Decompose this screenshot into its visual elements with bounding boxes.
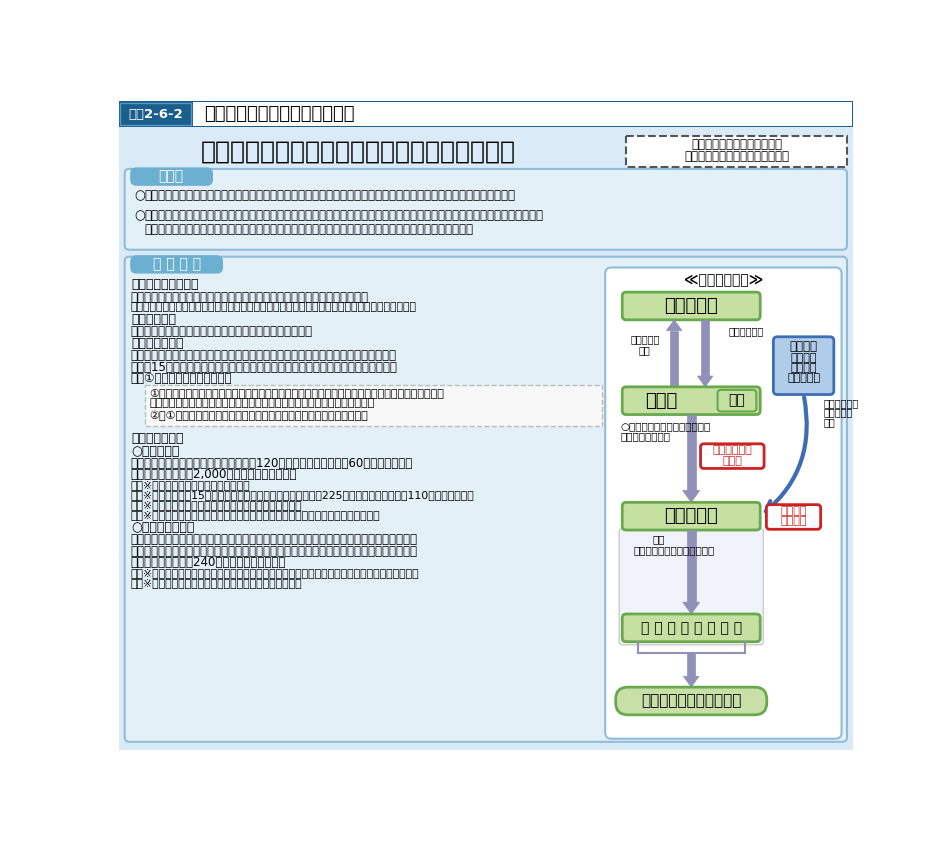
- Text: 本事業による: 本事業による: [713, 445, 752, 455]
- Text: ○雇入費助成: ○雇入費助成: [131, 444, 179, 458]
- Text: 従　業　員　の　確　保: 従 業 員 の 確 保: [641, 694, 741, 708]
- Text: ※福島県の被災15市町村の事業所については、１人当たり225万円（短時間労働者は110万円）とする。: ※福島県の被災15市町村の事業所については、１人当たり225万円（短時間労働者は…: [131, 490, 475, 500]
- Text: 係る経費を: 係る経費を: [824, 408, 853, 417]
- FancyBboxPatch shape: [687, 653, 696, 676]
- Text: 事　業　復　興　型　雇　用　確　保　事　業: 事 業 復 興 型 雇 用 確 保 事 業: [201, 139, 517, 164]
- Text: こうした被災地特有の現状に対応するため、地域の産業の中核となる中小企業が事業を再開等するに当たって、被災求職者等を: こうした被災地特有の現状に対応するため、地域の産業の中核となる中小企業が事業を再…: [145, 209, 544, 222]
- FancyBboxPatch shape: [670, 330, 679, 387]
- Text: 厚生労働省: 厚生労働省: [665, 297, 718, 315]
- FancyBboxPatch shape: [686, 415, 696, 491]
- FancyBboxPatch shape: [718, 390, 757, 411]
- Text: 【対象事業所】: 【対象事業所】: [131, 337, 183, 350]
- Text: 補助: 補助: [824, 416, 835, 427]
- Text: ・被災三県求職者の雇入れ１人当たり120万円（短時間労働者は60万円）を助成。: ・被災三県求職者の雇入れ１人当たり120万円（短時間労働者は60万円）を助成。: [131, 457, 413, 470]
- FancyBboxPatch shape: [131, 168, 212, 185]
- FancyBboxPatch shape: [766, 505, 821, 529]
- Polygon shape: [666, 319, 682, 330]
- Text: 事業を再開等した中小企業が、被災求職者等を雇用した場合、３年間助成: 事業を再開等した中小企業が、被災求職者等を雇用した場合、３年間助成: [131, 291, 369, 303]
- Text: ・１事業所につき240万円（年額）を上限。: ・１事業所につき240万円（年額）を上限。: [131, 556, 286, 569]
- Text: ・農水省: ・農水省: [791, 363, 817, 373]
- Text: 被 災 三 県 求 職 者 等: 被 災 三 県 求 職 者 等: [641, 620, 741, 635]
- Text: （令和３年度予算額　制度要求）: （令和３年度予算額 制度要求）: [684, 150, 789, 163]
- Text: 施設整備等に: 施設整備等に: [824, 399, 859, 408]
- Text: 交付金の交付: 交付金の交付: [728, 326, 764, 336]
- Text: 事業復興型雇用確保事業の概要: 事業復興型雇用確保事業の概要: [204, 105, 355, 123]
- FancyBboxPatch shape: [622, 502, 760, 530]
- Text: ②　①以外で、「産業政策と一体となった雇用支援」と認められる事業: ② ①以外で、「産業政策と一体となった雇用支援」と認められる事業: [150, 411, 368, 421]
- Text: ・１事業所につき2,000万円（３年）を上限。: ・１事業所につき2,000万円（３年）を上限。: [131, 469, 298, 481]
- Text: 【事業実施期間等】: 【事業実施期間等】: [131, 278, 198, 292]
- Polygon shape: [698, 376, 713, 387]
- Text: （求人・求職のマッチング）: （求人・求職のマッチング）: [633, 545, 715, 556]
- Text: 善を図り、かつ雇用の確保・維持を達成している場合に、要した経費の３／４を助成。: 善を図り、かつ雇用の確保・維持を達成している場合に、要した経費の３／４を助成。: [131, 545, 418, 558]
- FancyBboxPatch shape: [615, 687, 767, 715]
- Text: ※定着状況を確認し、１年ごとに最大３回支給する。: ※定着状況を確認し、１年ごとに最大３回支給する。: [131, 577, 302, 588]
- Text: 中小企業基本法第２条第１項に規定する中小企業者に該当する事業所等（福島県の: 中小企業基本法第２条第１項に規定する中小企業者に該当する事業所等（福島県の: [131, 349, 397, 362]
- Text: 助成金: 助成金: [722, 456, 742, 465]
- Text: ※宿舎の新規借り上げ、追加借り上げ、住宅手当の新規導入、手当拡充を行った場合に限る。: ※宿舎の新規借り上げ、追加借り上げ、住宅手当の新規導入、手当拡充を行った場合に限…: [131, 568, 420, 577]
- Text: 基金: 基金: [729, 394, 745, 408]
- FancyBboxPatch shape: [605, 267, 842, 738]
- Text: 図表2-6-2: 図表2-6-2: [128, 108, 183, 121]
- FancyBboxPatch shape: [192, 102, 851, 126]
- Text: 事業計画の
提出: 事業計画の 提出: [630, 334, 660, 355]
- FancyBboxPatch shape: [145, 384, 602, 426]
- Text: 補助金等: 補助金等: [780, 516, 807, 526]
- Text: ○: ○: [134, 209, 145, 222]
- Text: ※１年ごとの支給額は段階的に減らす仕組みとし、各自治体が独自に設定する。: ※１年ごとの支給額は段階的に減らす仕組みとし、各自治体が独自に設定する。: [131, 510, 380, 520]
- Text: ・自治体等: ・自治体等: [787, 373, 820, 384]
- FancyBboxPatch shape: [131, 256, 223, 273]
- Polygon shape: [684, 676, 699, 687]
- Text: 被災県: 被災県: [645, 392, 677, 410]
- Polygon shape: [683, 491, 700, 502]
- Text: ○ＪＴ費用や雇用管理改善等の: ○ＪＴ費用や雇用管理改善等の: [621, 421, 711, 431]
- Text: ※期間の定めのない雇用等に限る。: ※期間の定めのない雇用等に限る。: [131, 480, 250, 490]
- Text: 産業政策: 産業政策: [790, 340, 817, 352]
- Text: 雇入経費等を助成: 雇入経費等を助成: [621, 431, 670, 441]
- Text: ・求職者（一般求職者を含む）の雇入れのために、住宅支援の導入等による職場環境の改: ・求職者（一般求職者を含む）の雇入れのために、住宅支援の導入等による職場環境の改: [131, 533, 418, 546]
- Text: グループ: グループ: [780, 506, 807, 516]
- Text: ・経産省: ・経産省: [791, 353, 817, 363]
- FancyBboxPatch shape: [622, 614, 760, 642]
- Text: 雇用する場合に、産業政策と一体となって雇用面から支援を行うことで、復興の推進を図るものである。: 雇用する場合に、産業政策と一体となって雇用面から支援を行うことで、復興の推進を図…: [145, 223, 474, 236]
- Text: （初めて被災求職者等を雇用した日から起算して２年の間に雇用した被災求職者等が助成対象）: （初めて被災求職者等を雇用した日から起算して２年の間に雇用した被災求職者等が助成…: [131, 302, 417, 312]
- Text: 事 業 概 要: 事 業 概 要: [153, 257, 201, 271]
- Text: 【内容・要件】: 【内容・要件】: [131, 432, 183, 445]
- FancyBboxPatch shape: [626, 136, 847, 167]
- FancyBboxPatch shape: [686, 530, 696, 602]
- Text: 又は雇用のミスマッチに対応するための産業政策の対象となっている事業: 又は雇用のミスマッチに対応するための産業政策の対象となっている事業: [150, 399, 374, 408]
- Text: 趣　旨: 趣 旨: [158, 169, 184, 184]
- FancyBboxPatch shape: [120, 103, 191, 125]
- FancyBboxPatch shape: [774, 337, 834, 395]
- Text: 【実施地域】: 【実施地域】: [131, 313, 176, 326]
- Text: ○: ○: [134, 189, 145, 202]
- Text: 岩手県（沿岸部）、宮城県（沿岸部）、福島県（全域）: 岩手県（沿岸部）、宮城県（沿岸部）、福島県（全域）: [131, 325, 313, 338]
- Text: ○住宅支援費助成: ○住宅支援費助成: [131, 521, 194, 534]
- Polygon shape: [683, 602, 700, 614]
- Text: ※助成額は３年間の合計とし、１年ごとに支給する。: ※助成額は３年間の合計とし、１年ごとに支給する。: [131, 500, 302, 510]
- FancyBboxPatch shape: [622, 387, 760, 415]
- FancyBboxPatch shape: [701, 319, 709, 376]
- Text: ①　国や自治体の補助金・融資（新しい事業や地域の産業の中核となる事業を対象にするもの。）: ① 国や自治体の補助金・融資（新しい事業や地域の産業の中核となる事業を対象にする…: [150, 389, 445, 399]
- Text: ≪事業スキーム≫: ≪事業スキーム≫: [684, 273, 763, 287]
- Text: 被災地では、特に沿岸地域を中心に人手不足が深刻化しており、本格的な雇用復興にはなお時間を要する状況にある。: 被災地では、特に沿岸地域を中心に人手不足が深刻化しており、本格的な雇用復興にはな…: [145, 189, 516, 202]
- Text: 令和４年度予算額　制度要求: 令和４年度予算額 制度要求: [691, 137, 782, 151]
- FancyBboxPatch shape: [118, 126, 853, 750]
- Text: 雇用: 雇用: [652, 534, 665, 544]
- FancyBboxPatch shape: [701, 443, 764, 469]
- Text: （①の事業を優先的に採用）: （①の事業を優先的に採用）: [131, 373, 232, 385]
- FancyBboxPatch shape: [118, 101, 853, 126]
- FancyBboxPatch shape: [125, 169, 847, 250]
- FancyBboxPatch shape: [619, 529, 763, 645]
- FancyBboxPatch shape: [125, 257, 847, 742]
- FancyBboxPatch shape: [622, 293, 760, 319]
- Text: 被災15市町村を除く）であって以下のいずれかに該当する事業を実施する事業所: 被災15市町村を除く）であって以下のいずれかに該当する事業を実施する事業所: [131, 361, 398, 373]
- Text: 民間企業等: 民間企業等: [665, 507, 718, 525]
